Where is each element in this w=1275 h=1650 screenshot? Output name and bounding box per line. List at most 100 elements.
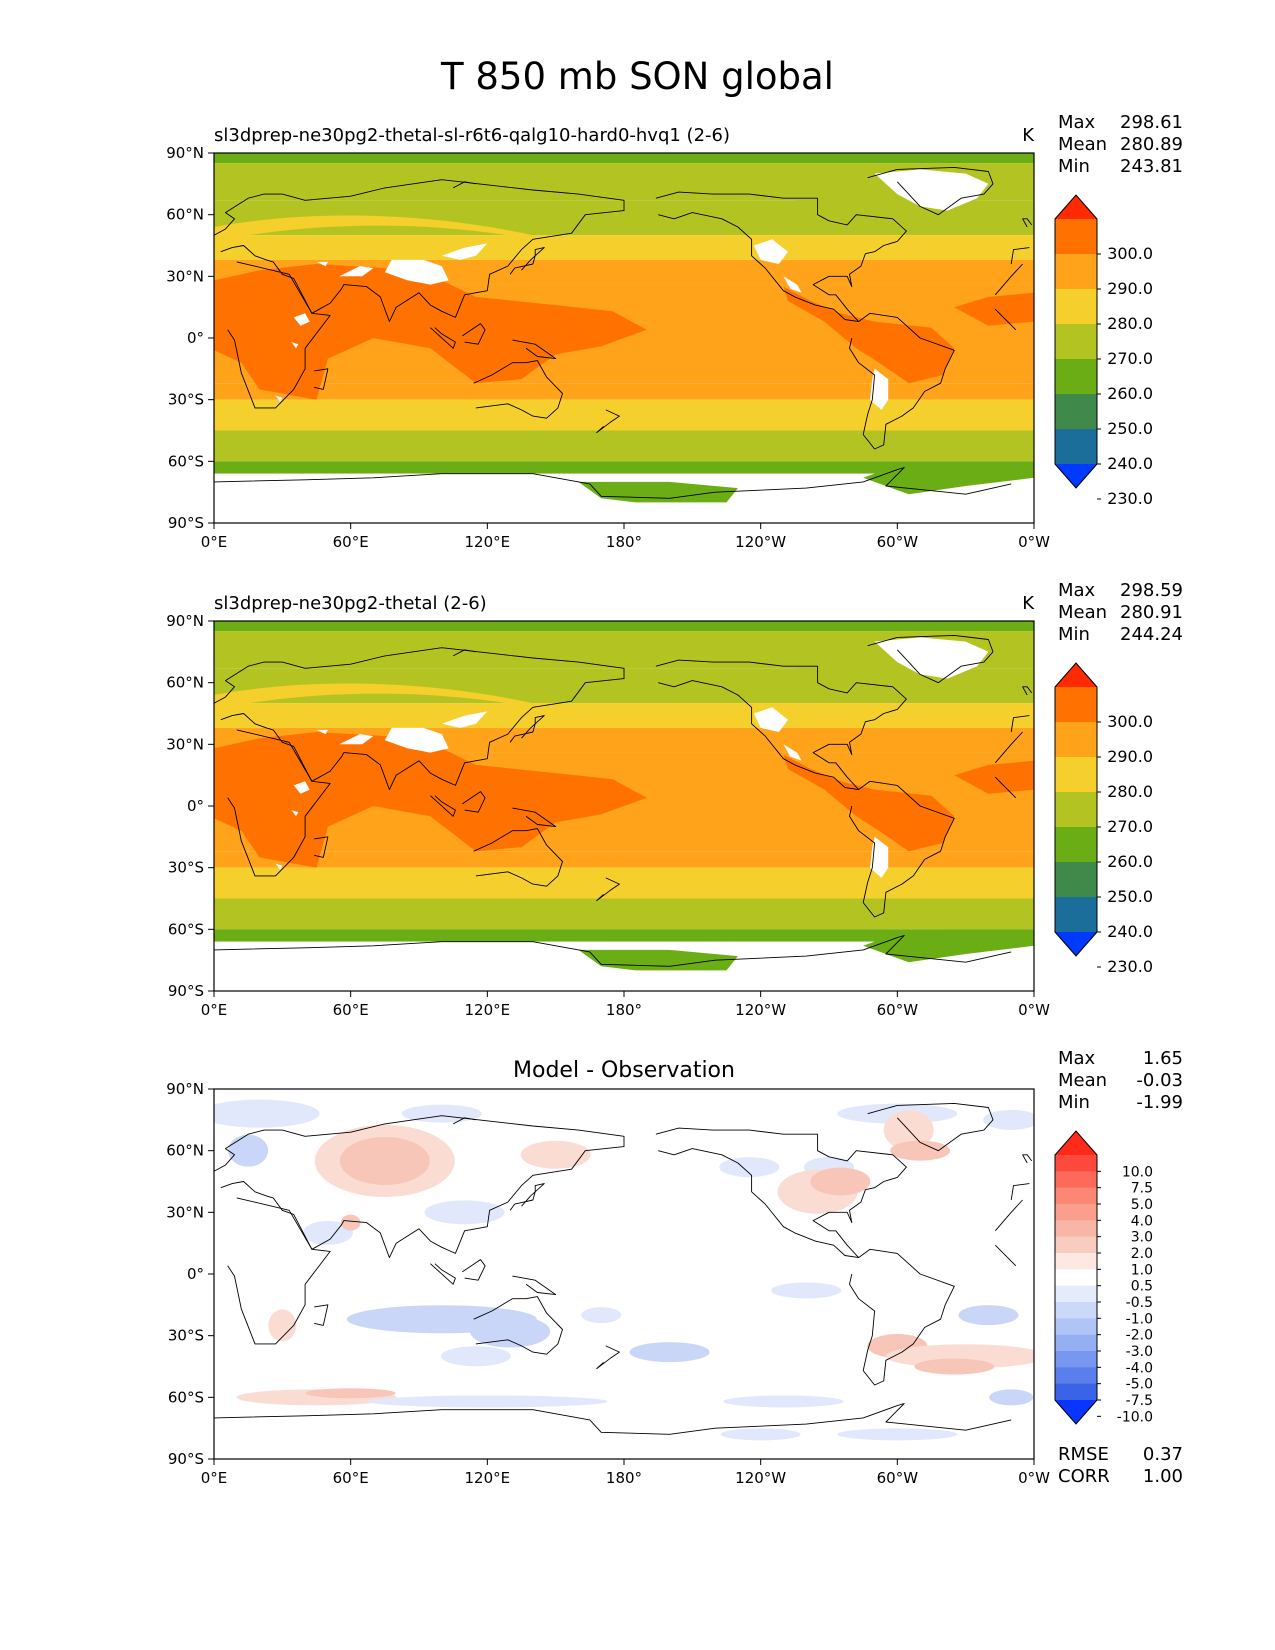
lat-tick-label: 60°S bbox=[168, 452, 204, 470]
stat-value: -1.99 bbox=[1136, 1092, 1183, 1113]
stat-value: 280.91 bbox=[1120, 602, 1183, 623]
colorbar-tick-label: 240.0 bbox=[1107, 922, 1153, 941]
stat-value: 280.89 bbox=[1120, 134, 1183, 155]
lon-tick-label: 120°E bbox=[465, 1001, 511, 1019]
panel-title-left: sl3dprep-ne30pg2-thetal (2-6) bbox=[214, 593, 487, 614]
lon-tick-label: 60°W bbox=[877, 533, 919, 551]
stat-label: Mean bbox=[1058, 134, 1107, 155]
lon-tick-label: 0°W bbox=[1018, 1001, 1050, 1019]
colorbar-tick-label: -3.0 bbox=[1126, 1344, 1153, 1360]
colorbar-tick-label: 270.0 bbox=[1107, 817, 1153, 836]
lon-tick-label: 180° bbox=[606, 1469, 642, 1487]
map-panel-1: 0°E 60°E 120°E 180° 120°W 60°W 0°W 90°N 60°N 30°N… bbox=[166, 112, 1183, 551]
contour-field bbox=[214, 621, 1034, 991]
stat-value: 298.59 bbox=[1120, 580, 1183, 601]
colorbar-tick-label: -7.5 bbox=[1126, 1393, 1153, 1409]
colorbar-tick-label: 270.0 bbox=[1107, 349, 1153, 368]
stat-label: Min bbox=[1058, 1092, 1090, 1113]
colorbar-tick-label: 300.0 bbox=[1107, 244, 1153, 263]
colorbar-tick-label: 230.0 bbox=[1107, 957, 1153, 976]
stat-label: Min bbox=[1058, 624, 1090, 645]
lat-tick-label: 30°N bbox=[166, 267, 204, 285]
lat-tick-label: 90°N bbox=[166, 1080, 204, 1098]
lat-tick-label: 0° bbox=[187, 797, 204, 815]
metric-value: 0.37 bbox=[1143, 1444, 1183, 1465]
map-panel-2: 0°E 60°E 120°E 180° 120°W 60°W 0°W 90°N 60°N 30°N… bbox=[166, 580, 1183, 1019]
lat-tick-label: 30°N bbox=[166, 1203, 204, 1221]
lat-tick-label: 30°N bbox=[166, 735, 204, 753]
stat-label: Mean bbox=[1058, 1070, 1107, 1091]
lon-tick-label: 180° bbox=[606, 1001, 642, 1019]
metric-value: 1.00 bbox=[1143, 1466, 1183, 1487]
lon-tick-label: 0°E bbox=[201, 533, 228, 551]
panel-title-center: Model - Observation bbox=[513, 1058, 735, 1083]
stat-label: Min bbox=[1058, 156, 1090, 177]
stat-value: 244.24 bbox=[1120, 624, 1183, 645]
stat-value: 243.81 bbox=[1120, 156, 1183, 177]
lon-tick-label: 120°W bbox=[735, 533, 786, 551]
lon-tick-label: 120°W bbox=[735, 1001, 786, 1019]
lon-tick-label: 0°W bbox=[1018, 533, 1050, 551]
stat-label: Mean bbox=[1058, 602, 1107, 623]
lon-tick-label: 120°W bbox=[735, 1469, 786, 1487]
lon-tick-label: 0°E bbox=[201, 1469, 228, 1487]
lon-tick-label: 60°E bbox=[333, 1469, 369, 1487]
stat-value: 298.61 bbox=[1120, 112, 1183, 133]
stat-value: 1.65 bbox=[1143, 1048, 1183, 1069]
lon-tick-label: 60°E bbox=[333, 1001, 369, 1019]
colorbar-tick-label: -1.0 bbox=[1126, 1311, 1153, 1327]
lat-tick-label: 30°S bbox=[168, 391, 204, 409]
colorbar-tick-label: 250.0 bbox=[1107, 887, 1153, 906]
lat-tick-label: 90°S bbox=[168, 1450, 204, 1468]
colorbar-tick-label: -0.5 bbox=[1126, 1295, 1153, 1311]
contour-field bbox=[214, 153, 1034, 523]
figure-title: T 850 mb SON global bbox=[441, 55, 834, 98]
colorbar-tick-label: 290.0 bbox=[1107, 747, 1153, 766]
lat-tick-label: 0° bbox=[187, 329, 204, 347]
panel-title-left: sl3dprep-ne30pg2-thetal-sl-r6t6-qalg10-h… bbox=[214, 125, 730, 146]
lat-tick-label: 0° bbox=[187, 1265, 204, 1283]
stat-label: Max bbox=[1058, 112, 1096, 133]
colorbar-tick-label: 300.0 bbox=[1107, 712, 1153, 731]
colorbar-tick-label: -2.0 bbox=[1126, 1328, 1153, 1344]
lon-tick-label: 180° bbox=[606, 533, 642, 551]
contour-field bbox=[214, 1089, 1034, 1459]
lon-tick-label: 60°E bbox=[333, 533, 369, 551]
lat-tick-label: 90°S bbox=[168, 514, 204, 532]
colorbar-tick-label: 10.0 bbox=[1122, 1164, 1153, 1180]
colorbar-tick-label: -5.0 bbox=[1126, 1377, 1153, 1393]
lon-tick-label: 60°W bbox=[877, 1469, 919, 1487]
lon-tick-label: 0°E bbox=[201, 1001, 228, 1019]
colorbar-tick-label: 280.0 bbox=[1107, 314, 1153, 333]
lon-tick-label: 0°W bbox=[1018, 1469, 1050, 1487]
colorbar-tick-label: -10.0 bbox=[1117, 1409, 1153, 1425]
lon-tick-label: 120°E bbox=[465, 1469, 511, 1487]
colorbar-tick-label: 230.0 bbox=[1107, 489, 1153, 508]
metric-label: CORR bbox=[1058, 1466, 1110, 1487]
lat-tick-label: 90°S bbox=[168, 982, 204, 1000]
lat-tick-label: 60°N bbox=[166, 1142, 204, 1160]
panel-units: K bbox=[1022, 593, 1035, 614]
colorbar-tick-label: 4.0 bbox=[1131, 1213, 1153, 1229]
lat-tick-label: 60°S bbox=[168, 920, 204, 938]
stat-label: Max bbox=[1058, 1048, 1096, 1069]
panel-units: K bbox=[1022, 125, 1035, 146]
lon-tick-label: 120°E bbox=[465, 533, 511, 551]
stat-label: Max bbox=[1058, 580, 1096, 601]
lat-tick-label: 60°N bbox=[166, 674, 204, 692]
colorbar-tick-label: 240.0 bbox=[1107, 454, 1153, 473]
lat-tick-label: 30°S bbox=[168, 859, 204, 877]
stat-value: -0.03 bbox=[1136, 1070, 1183, 1091]
colorbar-tick-label: 260.0 bbox=[1107, 384, 1153, 403]
lat-tick-label: 60°S bbox=[168, 1388, 204, 1406]
metric-label: RMSE bbox=[1058, 1444, 1109, 1465]
colorbar-tick-label: 7.5 bbox=[1131, 1181, 1153, 1197]
colorbar-tick-label: 0.5 bbox=[1131, 1279, 1153, 1295]
lon-tick-label: 60°W bbox=[877, 1001, 919, 1019]
lat-tick-label: 60°N bbox=[166, 206, 204, 224]
colorbar-tick-label: 3.0 bbox=[1131, 1230, 1153, 1246]
lat-tick-label: 90°N bbox=[166, 144, 204, 162]
colorbar-tick-label: -4.0 bbox=[1126, 1360, 1153, 1376]
lat-tick-label: 90°N bbox=[166, 612, 204, 630]
